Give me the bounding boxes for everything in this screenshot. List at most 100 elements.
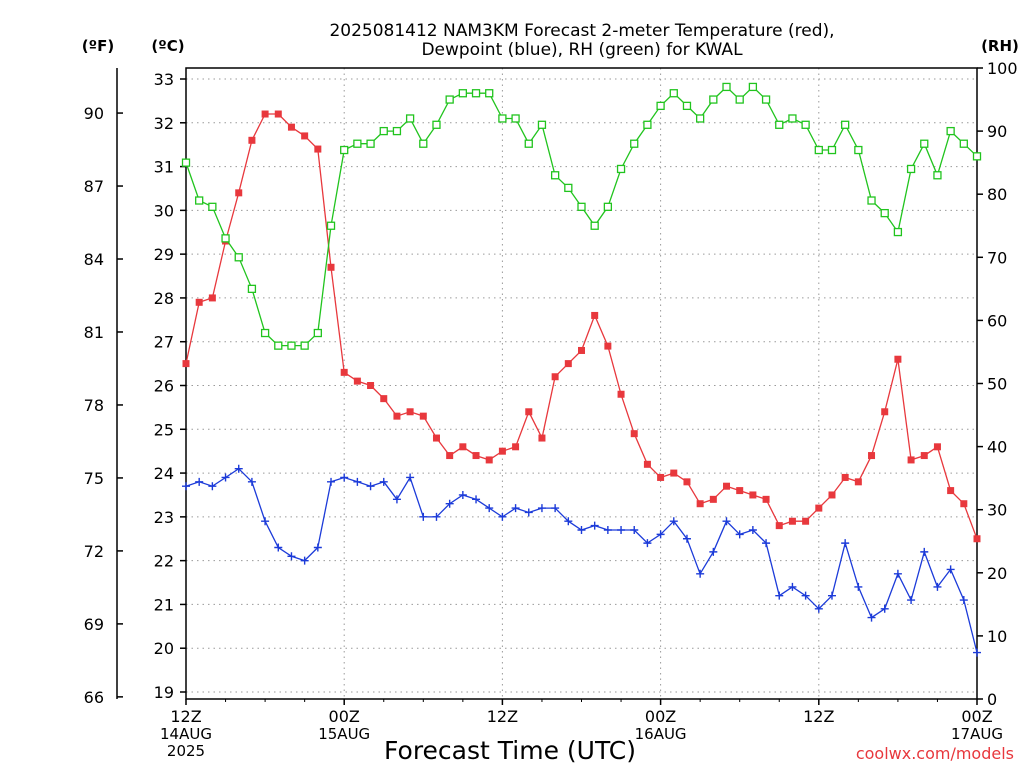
- data-point: [801, 591, 810, 600]
- rh-tick-label: 100: [987, 59, 1018, 78]
- celsius-tick-label: 23: [154, 508, 174, 527]
- x-axis-label: Forecast Time (UTC): [384, 736, 636, 765]
- data-point: [392, 495, 401, 504]
- data-point: [603, 525, 612, 534]
- data-point: [314, 145, 322, 153]
- data-point: [340, 368, 348, 376]
- grid: [186, 68, 977, 699]
- data-point: [946, 126, 955, 136]
- data-point: [182, 482, 190, 491]
- rh-tick-label: 60: [987, 311, 1007, 330]
- data-point: [498, 512, 507, 521]
- data-point: [564, 183, 573, 193]
- x-tick-label: 00Z: [961, 707, 992, 726]
- rh-unit-label: (RH): [981, 37, 1019, 55]
- data-point: [208, 482, 217, 491]
- data-point: [643, 120, 652, 129]
- celsius-tick-label: 19: [154, 683, 174, 702]
- data-point: [920, 139, 929, 148]
- data-point: [498, 447, 506, 455]
- data-point: [537, 504, 546, 513]
- data-point: [670, 469, 678, 477]
- data-point: [274, 543, 283, 552]
- data-point: [788, 582, 797, 591]
- data-point: [682, 101, 692, 111]
- data-point: [841, 120, 850, 129]
- data-point: [313, 543, 322, 552]
- series-rh: [181, 82, 982, 350]
- data-point: [920, 452, 928, 460]
- data-point: [736, 487, 744, 495]
- series-dewpoint: [182, 464, 981, 657]
- credit-text: coolwx.com/models: [856, 744, 1014, 763]
- data-point: [340, 473, 349, 482]
- data-point: [868, 452, 876, 460]
- data-point: [709, 547, 718, 556]
- data-point: [947, 487, 955, 495]
- celsius-tick-label: 21: [154, 595, 174, 614]
- data-point: [946, 565, 955, 574]
- series-temperature: [182, 110, 981, 543]
- data-point: [933, 443, 941, 451]
- data-point: [458, 490, 467, 499]
- fahrenheit-tick-label: 75: [84, 469, 104, 488]
- data-point: [512, 443, 520, 451]
- data-point: [485, 89, 494, 98]
- data-point: [630, 525, 639, 534]
- celsius-tick-label: 28: [154, 289, 174, 308]
- data-point: [247, 284, 257, 294]
- data-point: [538, 434, 546, 442]
- data-point: [550, 171, 560, 180]
- data-point: [353, 477, 362, 486]
- data-point: [380, 395, 388, 403]
- chart-title-line-1: 2025081412 NAM3KM Forecast 2-meter Tempe…: [329, 21, 834, 41]
- celsius-unit-label: (ºC): [151, 37, 184, 55]
- data-point: [802, 517, 810, 525]
- data-point: [432, 434, 440, 442]
- data-point: [722, 82, 731, 92]
- data-point: [723, 482, 731, 490]
- data-point: [880, 604, 889, 613]
- data-point: [208, 202, 217, 211]
- data-point: [577, 525, 586, 534]
- rh-tick-label: 30: [987, 501, 1007, 520]
- data-point: [881, 408, 889, 416]
- data-point: [446, 452, 454, 460]
- data-point: [419, 512, 428, 521]
- data-point: [867, 196, 876, 205]
- data-point: [893, 227, 903, 237]
- data-point: [972, 152, 982, 161]
- data-point: [471, 89, 481, 98]
- data-point: [854, 478, 862, 486]
- fahrenheit-tick-label: 69: [84, 615, 104, 634]
- data-point: [749, 491, 757, 499]
- celsius-tick-label: 31: [154, 158, 174, 177]
- data-point: [327, 477, 336, 486]
- data-point: [735, 95, 744, 104]
- data-point: [525, 408, 533, 416]
- data-point: [287, 552, 296, 561]
- x-tick-label: 14AUG: [160, 725, 212, 743]
- data-point: [221, 234, 230, 243]
- data-point: [894, 355, 902, 363]
- data-point: [748, 525, 757, 534]
- data-point: [195, 196, 204, 205]
- data-point: [274, 341, 283, 350]
- data-point: [300, 556, 309, 565]
- x-tick-label: 12Z: [170, 707, 201, 726]
- data-point: [591, 311, 599, 319]
- data-point: [643, 460, 651, 468]
- data-point: [234, 464, 243, 473]
- data-point: [603, 202, 613, 211]
- rh-tick-label: 50: [987, 375, 1007, 394]
- celsius-tick-label: 30: [154, 201, 174, 220]
- data-point: [617, 390, 625, 398]
- x-tick-label: 00Z: [645, 707, 676, 726]
- data-point: [801, 120, 810, 129]
- data-point: [683, 478, 691, 486]
- data-point: [353, 377, 361, 385]
- data-point: [775, 120, 784, 129]
- rh-tick-label: 70: [987, 248, 1007, 267]
- data-point: [788, 517, 796, 525]
- data-point: [775, 591, 784, 600]
